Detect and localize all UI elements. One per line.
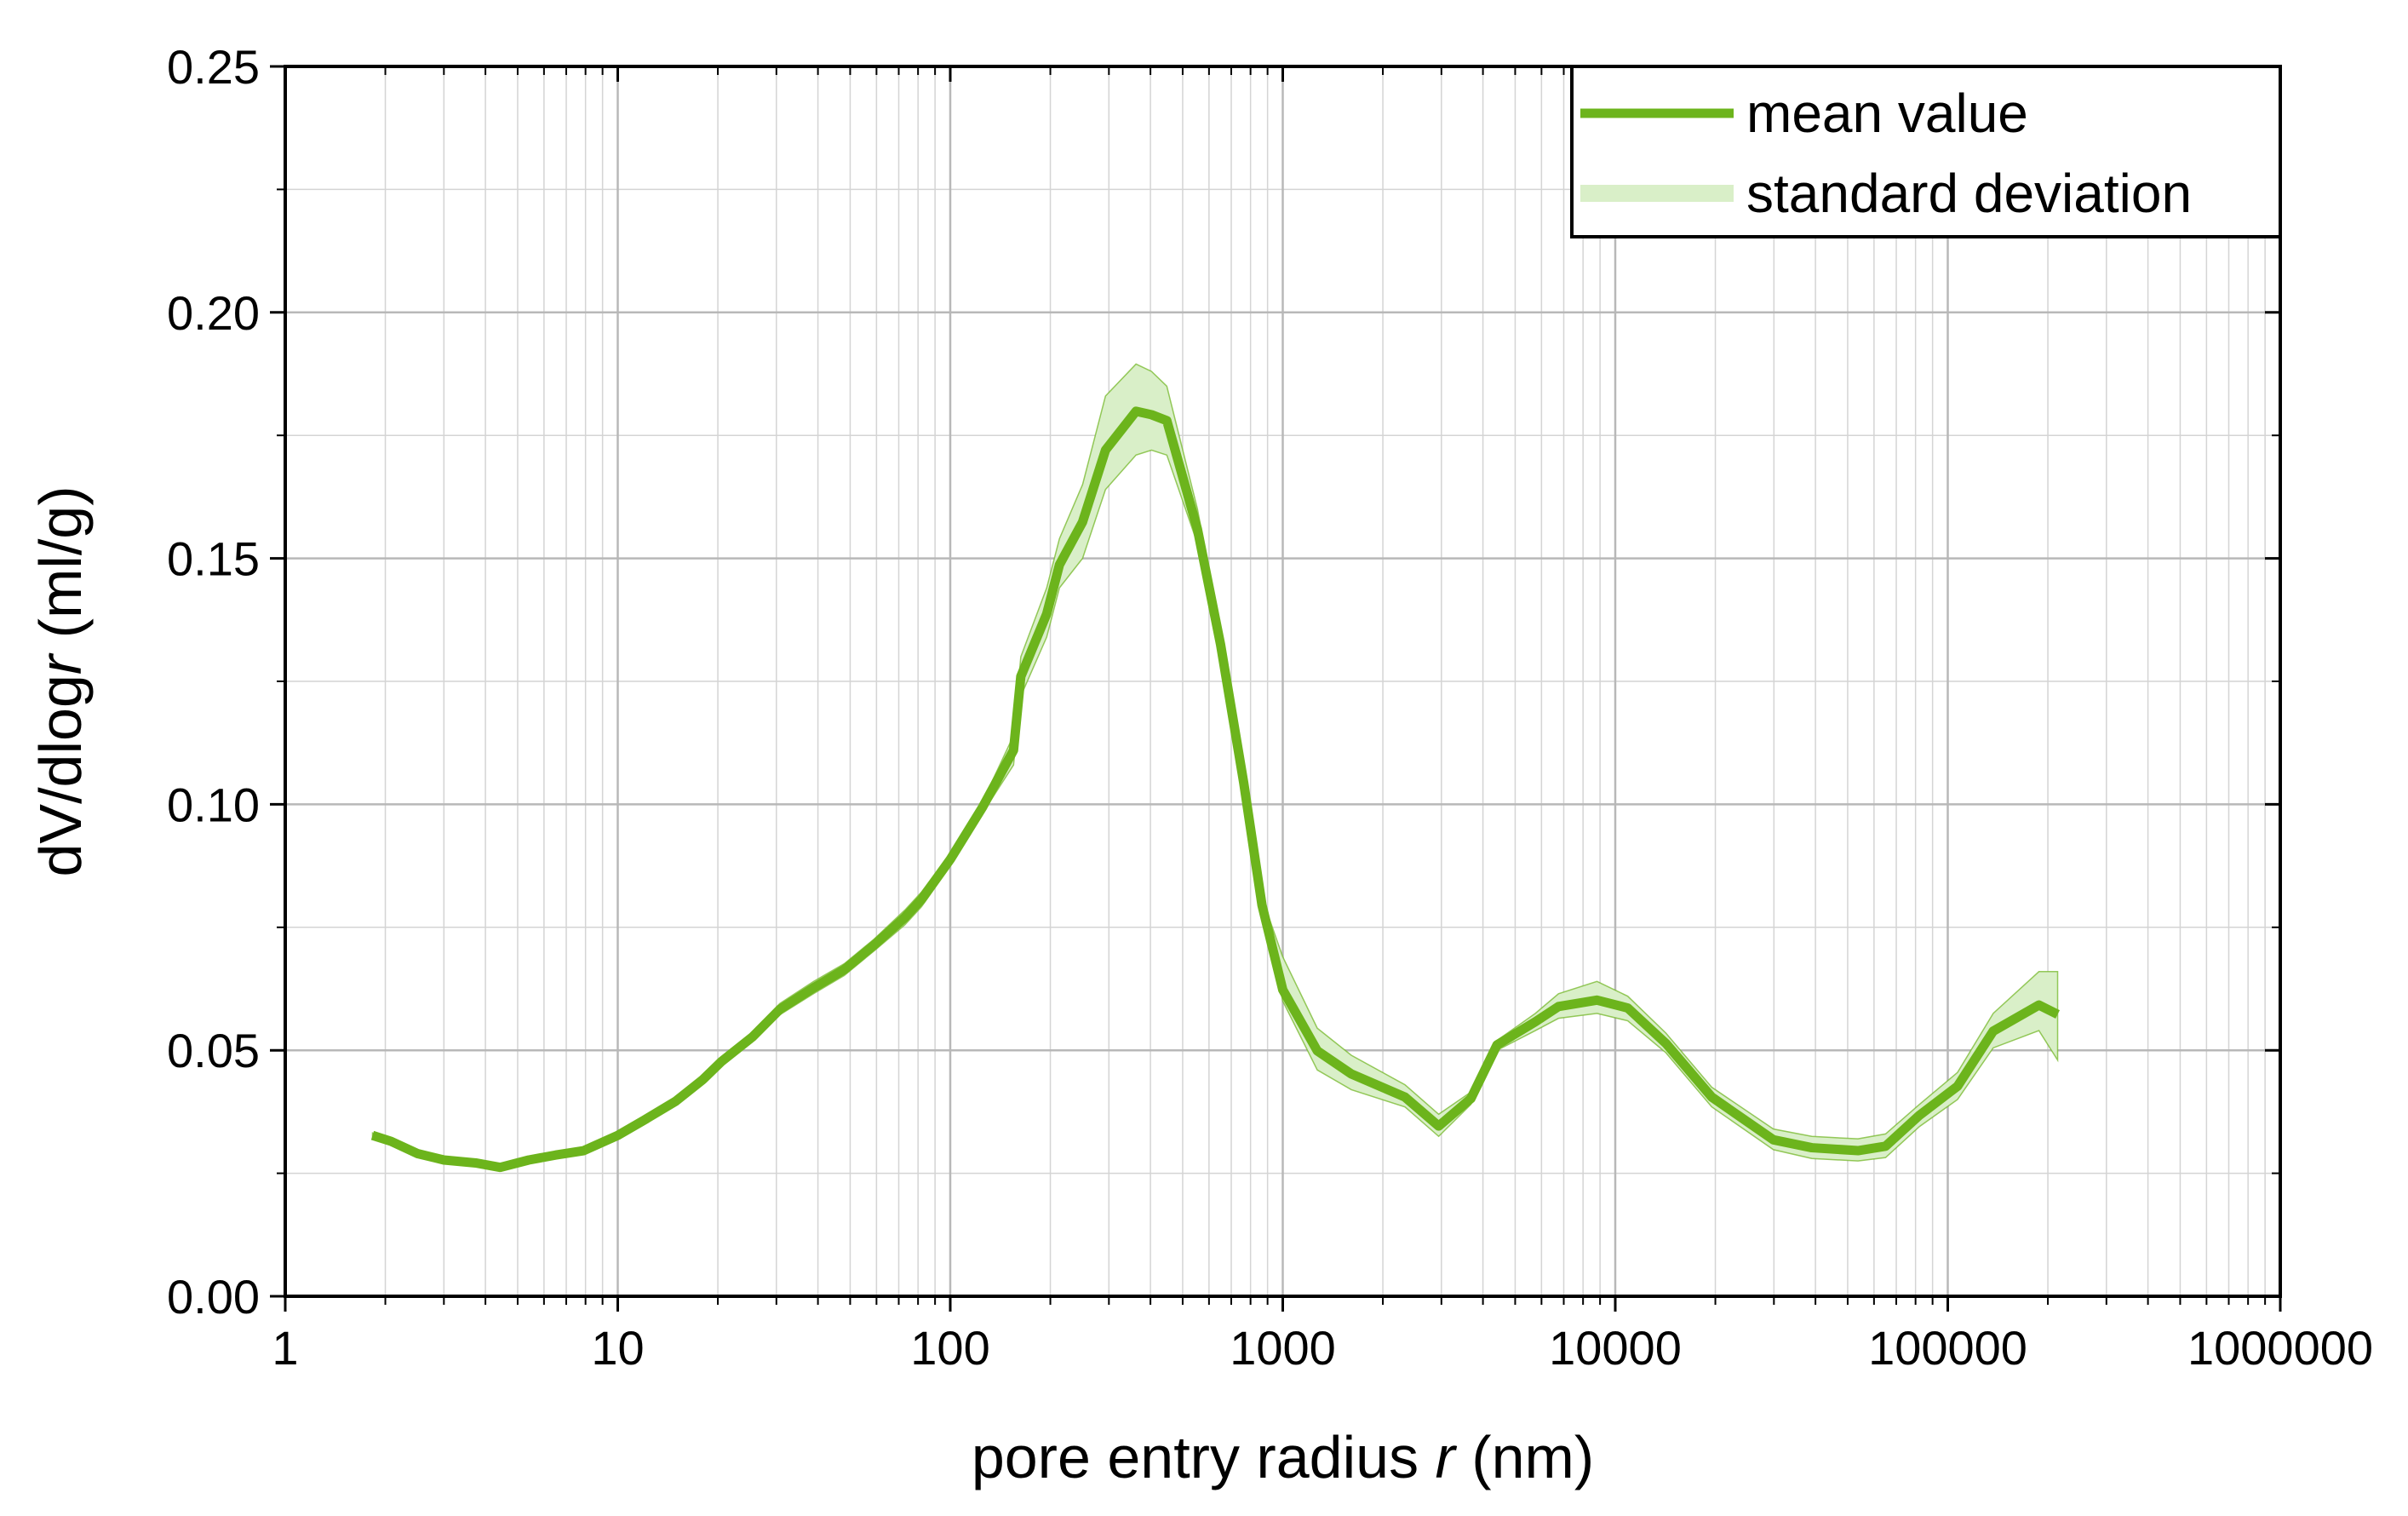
x-tick-label: 1000 bbox=[1230, 1321, 1336, 1375]
x-axis-label-part: (nm) bbox=[1455, 1424, 1594, 1490]
std-band bbox=[371, 363, 2059, 1171]
x-tick-label: 100000 bbox=[1868, 1321, 2027, 1375]
x-axis-label-part: r bbox=[1436, 1424, 1458, 1490]
y-axis-label-part: dV/dlog bbox=[27, 675, 94, 876]
x-tick-label: 10 bbox=[591, 1321, 644, 1375]
x-axis-label: pore entry radius r (nm) bbox=[972, 1424, 1594, 1490]
y-tick-label: 0.25 bbox=[167, 40, 260, 94]
plot-frame bbox=[284, 65, 2282, 1298]
legend-label: mean value bbox=[1746, 83, 2028, 144]
y-tick-label: 0.05 bbox=[167, 1024, 260, 1077]
y-tick-label: 0.15 bbox=[167, 532, 260, 586]
x-tick-label: 10000 bbox=[1549, 1321, 1682, 1375]
legend-label: standard deviation bbox=[1746, 163, 2192, 224]
x-axis-label-part: pore entry radius bbox=[972, 1424, 1436, 1490]
y-tick-label: 0.20 bbox=[167, 286, 260, 340]
x-tick-label: 1000000 bbox=[2187, 1321, 2373, 1375]
legend-box bbox=[1570, 65, 2282, 238]
x-tick-label: 100 bbox=[910, 1321, 989, 1375]
mean-line bbox=[370, 406, 2060, 1173]
y-axis-label: dV/dlogr (ml/g) bbox=[27, 485, 94, 876]
y-tick-label: 0.00 bbox=[167, 1270, 260, 1324]
x-tick-label: 1 bbox=[272, 1321, 298, 1375]
y-axis-label-part: (ml/g) bbox=[27, 485, 94, 654]
y-axis-label-part: r bbox=[27, 652, 94, 675]
y-tick-label: 0.10 bbox=[167, 778, 260, 831]
